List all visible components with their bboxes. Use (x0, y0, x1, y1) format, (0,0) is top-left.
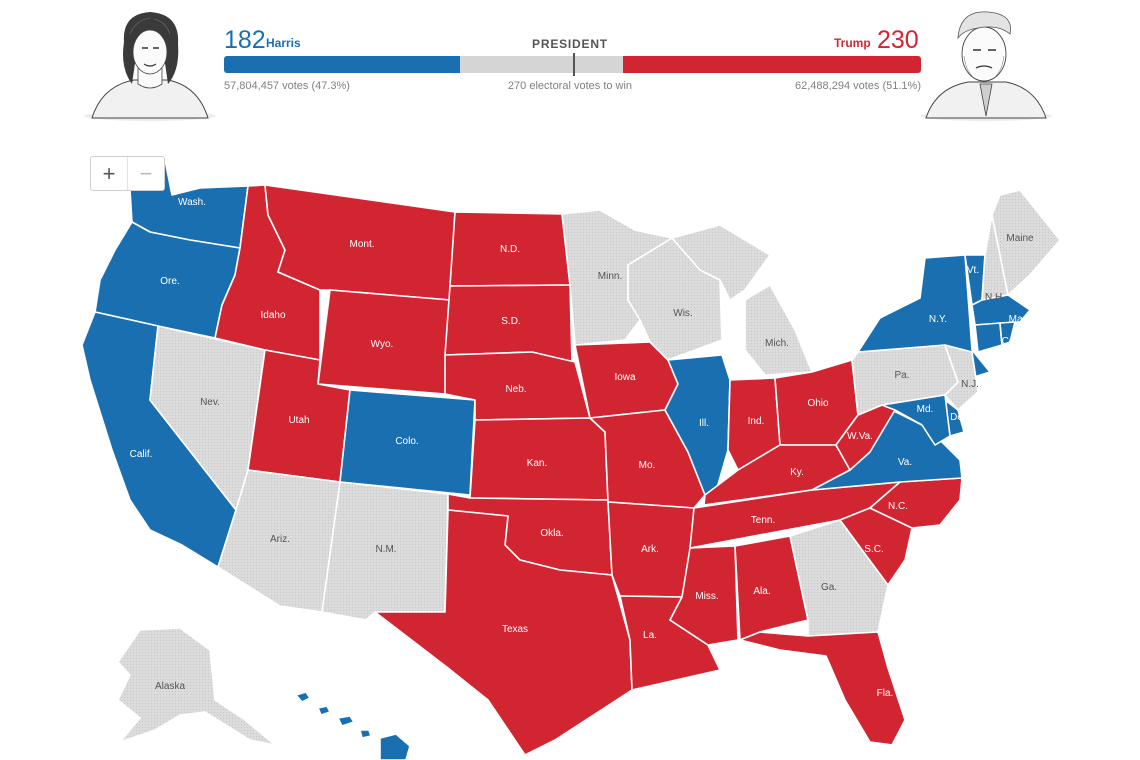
threshold-text: 270 electoral votes to win (507, 80, 633, 92)
label-de: Del. (950, 412, 968, 423)
label-va: Va. (898, 457, 912, 468)
label-tn: Tenn. (751, 515, 775, 526)
label-wy: Wyo. (371, 339, 394, 350)
label-fl: Fla. (877, 688, 894, 699)
label-nd: N.D. (500, 244, 520, 255)
label-wi: Wis. (673, 308, 692, 319)
label-ar: Ark. (641, 544, 659, 555)
label-mn: Minn. (598, 271, 622, 282)
label-sc: S.C. (864, 544, 883, 555)
dem-candidate-name: Harris (266, 36, 301, 50)
label-mo: Mo. (639, 460, 656, 471)
undecided-bar-segment (459, 56, 624, 73)
label-ia: Iowa (614, 372, 636, 383)
rep-popular-vote: 62,488,294 votes (51.1%) (795, 80, 921, 92)
label-mi: Mich. (765, 338, 789, 349)
label-sd: S.D. (501, 316, 520, 327)
state-sc[interactable] (839, 507, 913, 586)
label-nm: N.M. (375, 544, 396, 555)
dem-electoral-votes: 182 (224, 26, 266, 54)
rep-candidate-name: Trump (834, 36, 871, 50)
label-ak: Alaska (155, 681, 185, 692)
label-pa: Pa. (894, 370, 909, 381)
minus-icon: − (139, 160, 153, 186)
state-al[interactable] (734, 535, 809, 641)
label-nj: N.J. (961, 379, 979, 390)
dem-popular-vote: 57,804,457 votes (47.3%) (224, 80, 350, 92)
state-me[interactable] (991, 189, 1061, 296)
label-la: La. (643, 630, 657, 641)
harris-portrait (82, 4, 218, 122)
label-nh: N.H. (985, 292, 1005, 303)
label-il: Ill. (699, 418, 709, 429)
label-ks: Kan. (527, 458, 548, 469)
label-vt: Vt. (967, 265, 979, 276)
label-az: Ariz. (270, 534, 290, 545)
label-oh: Ohio (807, 398, 829, 409)
label-ct: Conn. (1002, 336, 1029, 347)
label-md: Md. (917, 404, 934, 415)
zoom-controls: + − (90, 156, 165, 191)
state-fl[interactable] (739, 631, 906, 746)
state-md[interactable] (881, 394, 951, 446)
trump-portrait (918, 4, 1054, 122)
plus-icon: + (102, 160, 116, 186)
label-me: Maine (1006, 233, 1034, 244)
label-ok: Okla. (540, 528, 563, 539)
label-wv: W.Va. (847, 431, 873, 442)
rep-electoral-votes: 230 (877, 26, 919, 54)
electoral-vote-bar (224, 56, 921, 73)
label-in: Ind. (748, 416, 765, 427)
label-ny: N.Y. (929, 314, 947, 325)
label-hi: Hawaii (351, 701, 381, 712)
rep-bar-segment (623, 56, 921, 73)
label-nv: Nev. (200, 397, 220, 408)
label-nc: N.C. (888, 501, 908, 512)
label-or: Ore. (160, 276, 179, 287)
label-ms: Miss. (695, 591, 718, 602)
label-tx: Texas (502, 624, 528, 635)
label-ut: Utah (288, 415, 309, 426)
label-ca: Calif. (130, 449, 153, 460)
label-ne: Neb. (505, 384, 526, 395)
state-ri[interactable] (999, 321, 1016, 346)
state-ct[interactable] (974, 322, 1003, 353)
label-ma: Mass. (1009, 314, 1036, 325)
race-title: PRESIDENT (532, 37, 608, 51)
label-mt: Mont. (349, 239, 374, 250)
label-ky: Ky. (790, 467, 804, 478)
state-hi[interactable] (295, 691, 411, 760)
label-co: Colo. (395, 436, 418, 447)
dem-bar-segment (224, 56, 460, 73)
label-al: Ala. (753, 586, 770, 597)
win-threshold-marker (572, 53, 575, 76)
state-ak[interactable] (117, 627, 276, 746)
label-ri: R.I. (1027, 326, 1043, 337)
label-ga: Ga. (821, 582, 837, 593)
zoom-out-button[interactable]: − (127, 157, 164, 190)
zoom-in-button[interactable]: + (91, 157, 127, 190)
label-wa: Wash. (178, 197, 206, 208)
label-id: Idaho (260, 310, 285, 321)
